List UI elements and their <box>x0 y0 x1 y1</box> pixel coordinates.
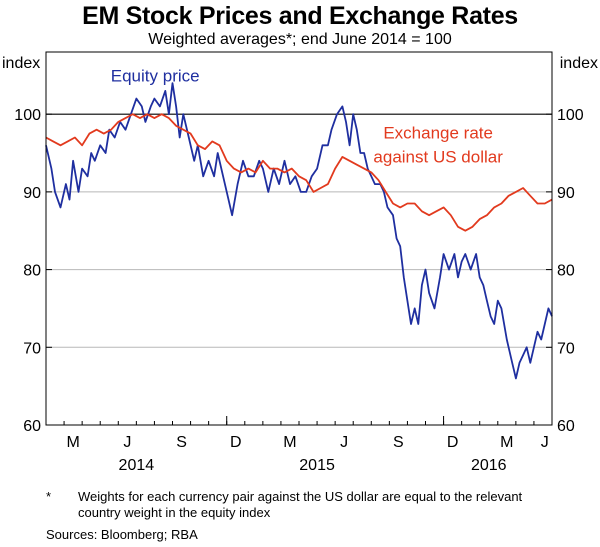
chart-title: EM Stock Prices and Exchange Rates <box>82 2 518 30</box>
axis-labels: index index 60 60 70 70 80 80 90 90 100 100 M J S D M J… <box>2 55 598 474</box>
y-tick-label-left-60: 60 <box>23 418 41 435</box>
x-year-label-2015: 2015 <box>299 457 335 474</box>
x-tick-label-6: S <box>393 434 404 451</box>
x-year-label-2014: 2014 <box>119 457 155 474</box>
y-tick-label-left-90: 90 <box>23 185 41 202</box>
y-tick-label-right-100: 100 <box>557 107 584 124</box>
x-tick-label-2: S <box>176 434 187 451</box>
x-tick-label-3: D <box>230 434 242 451</box>
y-axis-label-left: index <box>2 55 40 72</box>
plot-frame <box>45 51 553 426</box>
series-label-equity-price: Equity price <box>111 67 200 86</box>
y-tick-label-right-80: 80 <box>557 263 575 280</box>
series-lines <box>45 82 553 380</box>
y-tick-label-left-100: 100 <box>14 107 41 124</box>
chart: index index 60 60 70 70 80 80 90 90 100 100 M J S D M J… <box>2 51 598 474</box>
y-tick-label-left-80: 80 <box>23 263 41 280</box>
series-line-exchange-rate <box>45 113 553 232</box>
x-tick-label-9: J <box>541 434 549 451</box>
footnote-text: Weights for each currency pair against t… <box>78 489 523 520</box>
series-label-exchange-rate-line-2: against US dollar <box>373 147 503 166</box>
x-tick-label-1: J <box>123 434 131 451</box>
y-tick-label-right-70: 70 <box>557 340 575 357</box>
chart-subtitle: Weighted averages*; end June 2014 = 100 <box>148 31 452 48</box>
series-line-equity-price <box>45 82 553 380</box>
x-tick-label-0: M <box>66 434 79 451</box>
footnote-marker: * <box>46 489 52 504</box>
grid-lines <box>46 191 552 348</box>
series-label-exchange-rate-line-1: Exchange rate <box>383 123 493 142</box>
x-tick-label-7: D <box>447 434 459 451</box>
x-tick-label-8: M <box>500 434 513 451</box>
y-axis-label-right: index <box>560 55 598 72</box>
x-year-label-2016: 2016 <box>471 457 507 474</box>
sources-text: Sources: Bloomberg; RBA <box>46 527 198 542</box>
y-tick-label-right-60: 60 <box>557 418 575 435</box>
x-tick-label-5: J <box>340 434 348 451</box>
x-tick-label-4: M <box>283 434 296 451</box>
y-tick-label-left-70: 70 <box>23 340 41 357</box>
y-tick-label-right-90: 90 <box>557 185 575 202</box>
axis-ticks <box>46 113 552 426</box>
series-labels: Equity price Exchange rate against US doll… <box>111 67 503 167</box>
